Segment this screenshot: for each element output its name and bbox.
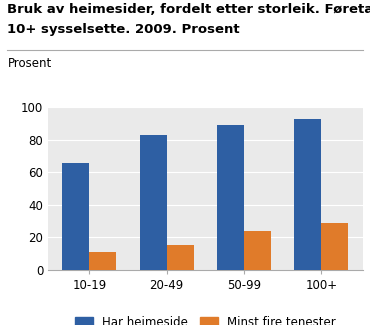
Bar (63, 162, 90, 270)
Bar (167, 245, 194, 270)
Text: Bruk av heimesider, fordelt etter storleik. Føretak med: Bruk av heimesider, fordelt etter storle… (7, 3, 370, 16)
Text: 10+ sysselsette. 2009. Prosent: 10+ sysselsette. 2009. Prosent (7, 23, 240, 36)
Bar (217, 125, 244, 270)
Text: Prosent: Prosent (7, 57, 52, 70)
Bar (90, 252, 117, 270)
Bar (294, 119, 321, 270)
Bar (139, 135, 167, 270)
Bar (321, 223, 348, 270)
Legend: Har heimeside, Minst fire tenester: Har heimeside, Minst fire tenester (70, 311, 340, 325)
Bar (244, 231, 271, 270)
